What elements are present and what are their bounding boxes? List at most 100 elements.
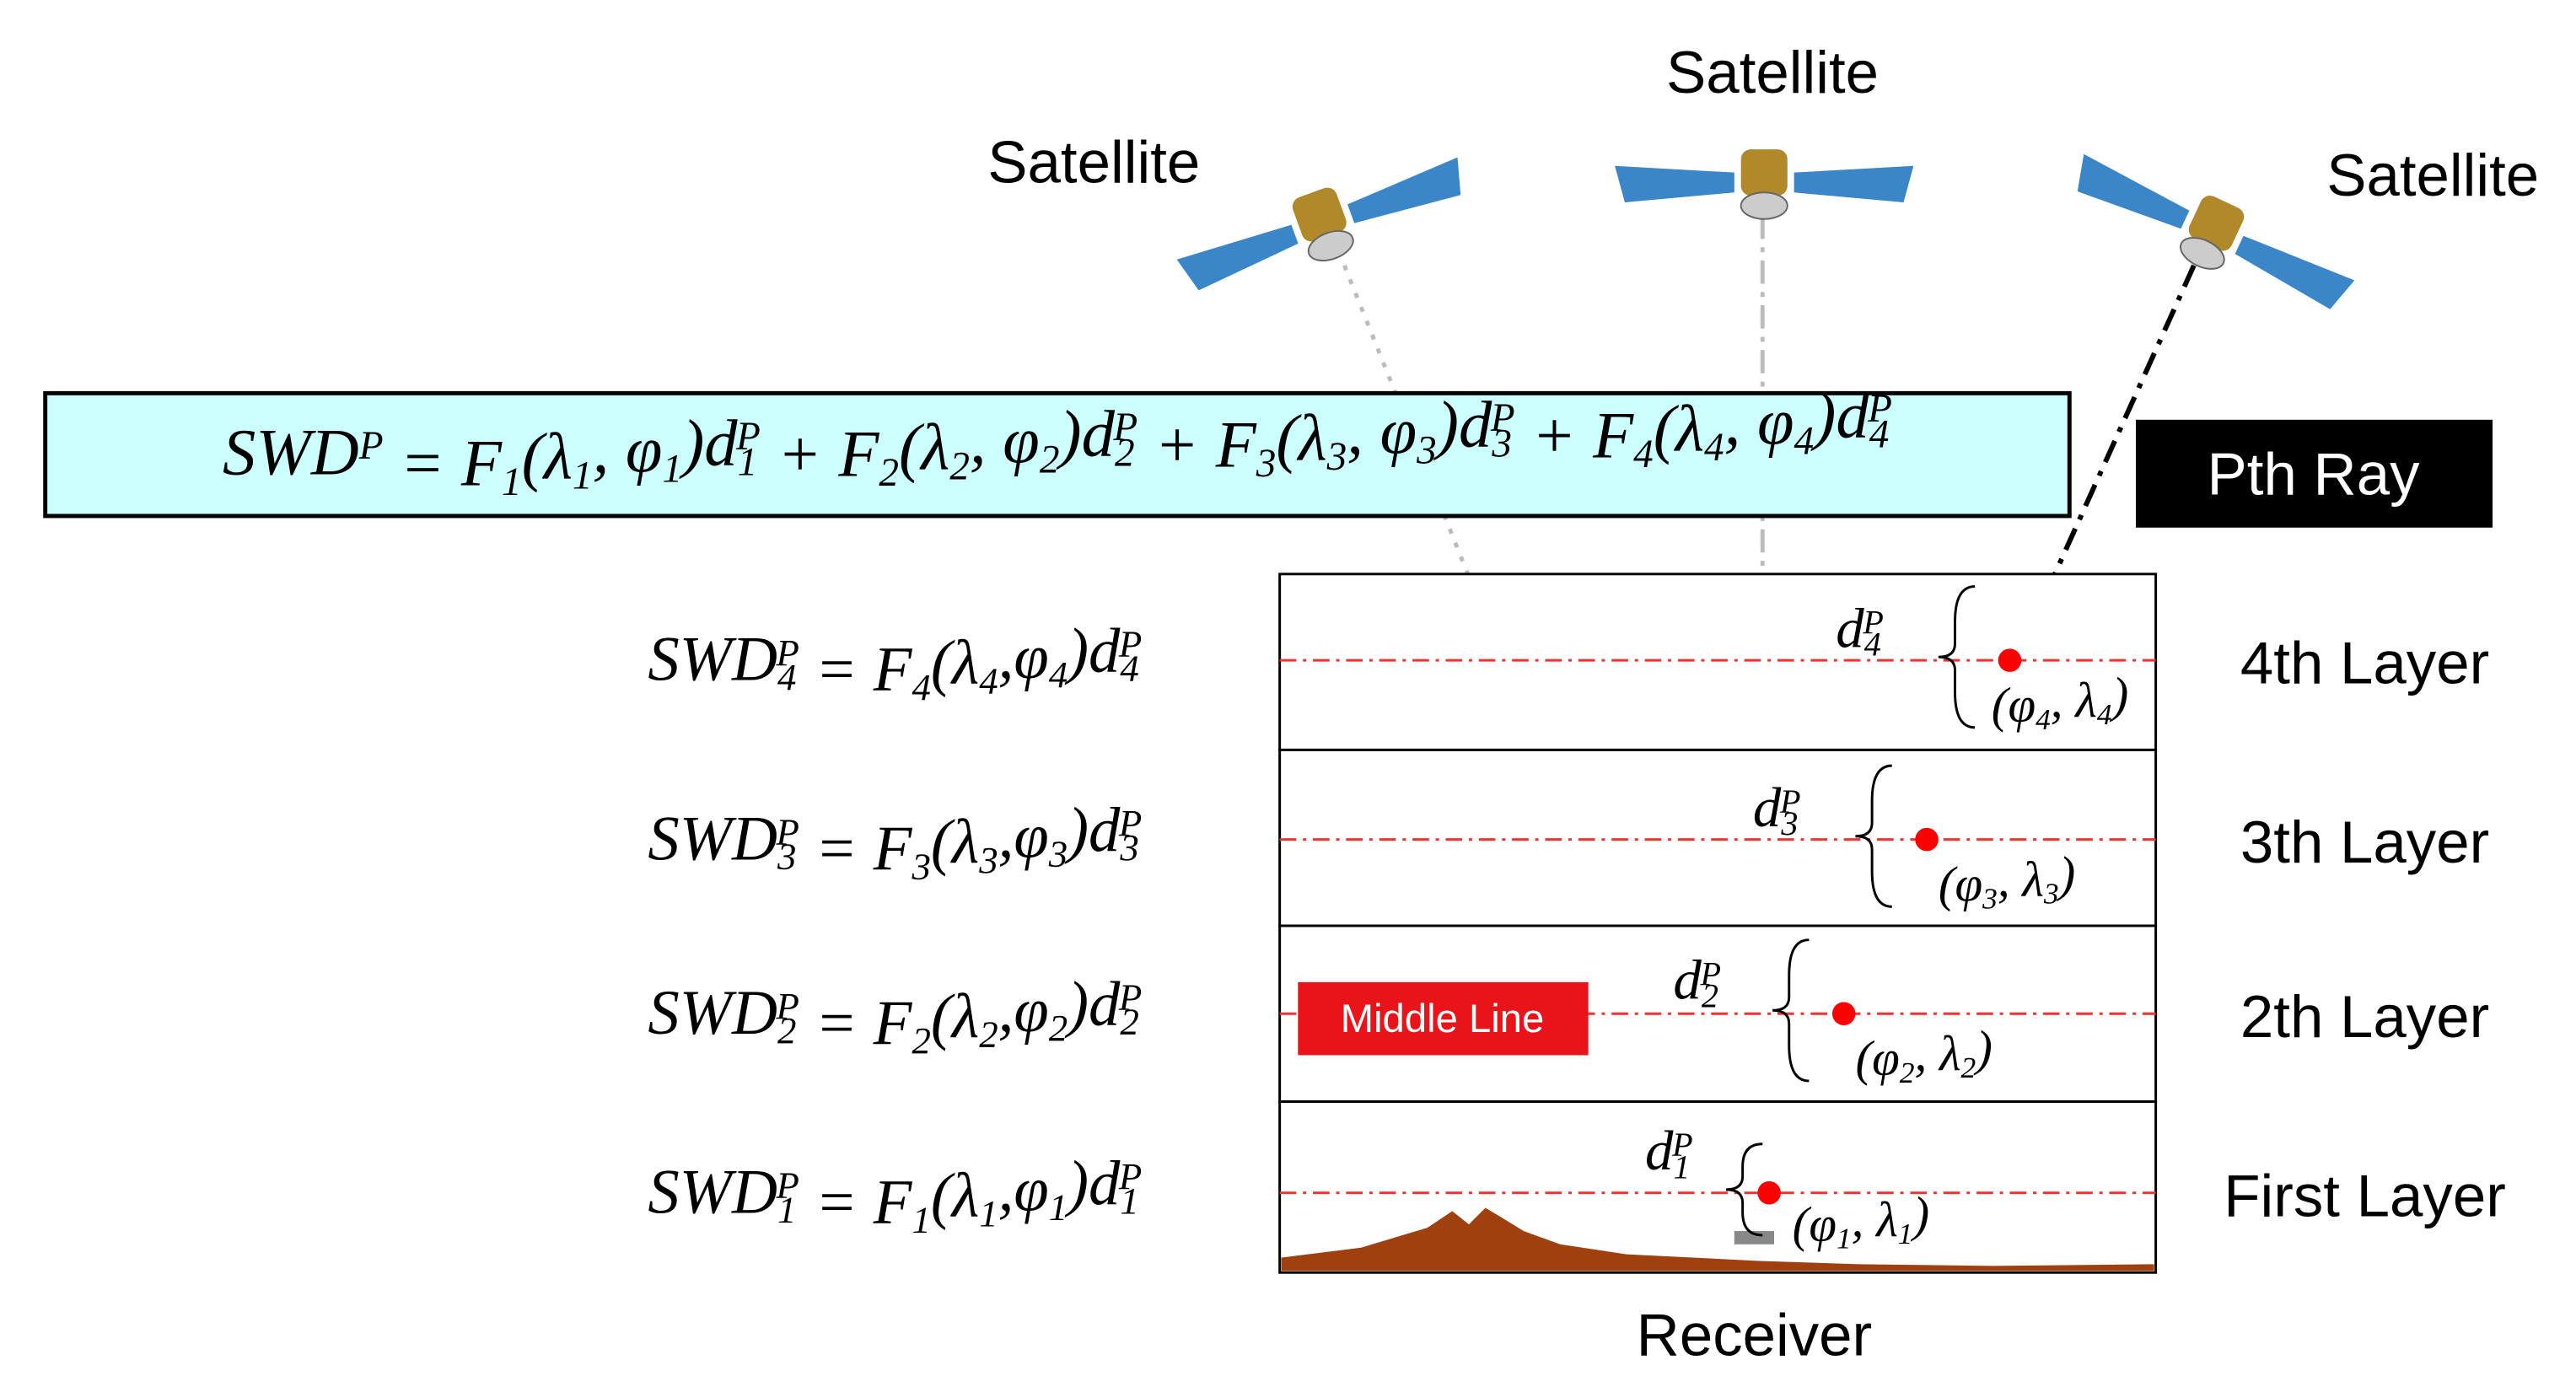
equation-part: )d bbox=[679, 407, 738, 481]
equation-part: P bbox=[1118, 1155, 1142, 1197]
equation-part: , φ bbox=[593, 414, 663, 487]
equation-part: = F bbox=[799, 988, 913, 1058]
equation-part: ) bbox=[2110, 667, 2129, 723]
satellite-body bbox=[1740, 149, 1788, 196]
middle-line-label: Middle Line bbox=[1341, 997, 1545, 1041]
equation-part: 3 bbox=[911, 845, 930, 887]
equation-part: 4 bbox=[2036, 702, 2051, 736]
equation-part: P bbox=[776, 985, 799, 1027]
equation-part: 1 bbox=[502, 460, 522, 504]
equation-part: 2 bbox=[1115, 432, 1135, 476]
equation-part: 4 bbox=[2097, 697, 2112, 731]
satellite-dish bbox=[1740, 191, 1788, 220]
equation-part: d bbox=[1645, 1120, 1674, 1182]
equation-part: (λ bbox=[931, 1161, 979, 1231]
equation-part: , λ bbox=[1852, 1191, 1898, 1247]
equation-part: P bbox=[1112, 406, 1137, 449]
equation-part: P bbox=[1671, 1126, 1693, 1164]
equation-part: (λ bbox=[1276, 401, 1326, 475]
receiver-label: Receiver bbox=[1637, 1303, 1872, 1369]
equation-part: )d bbox=[1064, 616, 1121, 685]
equation-part: 1 bbox=[573, 454, 593, 497]
equation-part: P bbox=[1490, 396, 1515, 440]
coordinate-label: (φ3, λ3) bbox=[1939, 847, 2075, 916]
layer-label: 3th Layer bbox=[2240, 809, 2489, 876]
terrain bbox=[1281, 1207, 2154, 1271]
pth-ray-label: Pth Ray bbox=[2208, 441, 2421, 508]
solar-panel bbox=[1794, 165, 1914, 203]
equation-part: P bbox=[776, 1164, 799, 1206]
equation-part: SWD bbox=[648, 804, 777, 874]
equation-part: ) bbox=[2057, 847, 2076, 902]
equation-part: 2 bbox=[1049, 1007, 1068, 1049]
equation-part: (φ bbox=[1793, 1196, 1837, 1252]
equation-part: , λ bbox=[1998, 852, 2044, 907]
equation-part: 1 bbox=[777, 1189, 796, 1231]
layer-equation: SWD4P = F4(λ4,φ4)d4P bbox=[648, 616, 1142, 708]
equation-part: )d bbox=[1064, 795, 1121, 865]
equation-part: P bbox=[1118, 976, 1142, 1018]
coordinate-label: (φ2, λ2) bbox=[1855, 1020, 1992, 1089]
equation-part: )d bbox=[1056, 398, 1115, 471]
equation-part: = F bbox=[384, 427, 503, 500]
equation-part: 2 bbox=[1702, 977, 1718, 1015]
equation-part: 2 bbox=[879, 451, 899, 495]
satellite-body bbox=[2188, 196, 2245, 251]
equation-part: + F bbox=[1137, 408, 1256, 481]
equation-part: 3 bbox=[1048, 832, 1068, 874]
equation-part: (λ bbox=[931, 628, 979, 698]
equation-part: 3 bbox=[1416, 428, 1437, 472]
layer-point bbox=[1757, 1181, 1781, 1205]
distance-label: d1P bbox=[1645, 1120, 1693, 1185]
equation-part: (λ bbox=[522, 420, 573, 493]
layer-cell bbox=[1278, 748, 2158, 927]
equation-part: + F bbox=[1515, 399, 1634, 472]
brace bbox=[1725, 1142, 1763, 1237]
equation-part: , φ bbox=[1724, 386, 1794, 460]
equation-part: 4 bbox=[1049, 653, 1068, 696]
equation-part: 1 bbox=[662, 447, 682, 491]
equation-part: d bbox=[1753, 777, 1782, 839]
satellite-label: Satellite bbox=[987, 129, 1200, 196]
equation-part: d bbox=[1836, 597, 1864, 659]
layer-point bbox=[1831, 1002, 1856, 1026]
equation-part: 1 bbox=[979, 1192, 998, 1234]
equation-part: 1 bbox=[912, 1199, 930, 1241]
equation-part: 3 bbox=[1119, 826, 1138, 868]
equation-part: (λ bbox=[931, 808, 979, 878]
equation-part: = F bbox=[799, 814, 913, 884]
satellite-icon bbox=[1615, 149, 1914, 220]
equation-part: 2 bbox=[1900, 1056, 1915, 1089]
equation-part: ) bbox=[1910, 1186, 1929, 1242]
equation-part: ,φ bbox=[998, 801, 1049, 871]
equation-part: P bbox=[776, 632, 799, 674]
equation-part: 4 bbox=[1864, 625, 1881, 663]
equation-part: ,φ bbox=[998, 976, 1049, 1046]
equation-part: (φ bbox=[1939, 856, 1982, 911]
equation-part: SWD bbox=[648, 1157, 777, 1227]
equation-part: P bbox=[1867, 387, 1892, 431]
equation-part: = F bbox=[799, 635, 913, 705]
equation-part: (φ bbox=[1992, 677, 2036, 733]
equation-part: P bbox=[1118, 802, 1142, 844]
equation-part: 3 bbox=[1982, 881, 1998, 915]
solar-panel bbox=[1176, 224, 1299, 291]
equation-part: 4 bbox=[1794, 419, 1815, 463]
equation-part: 2 bbox=[777, 1009, 796, 1051]
satellite-icon bbox=[1176, 157, 1461, 291]
coordinate-label: (φ4, λ4) bbox=[1992, 667, 2128, 736]
coordinate-label: (φ1, λ1) bbox=[1793, 1186, 1929, 1255]
layer-point bbox=[1915, 827, 1939, 852]
equation-part: , λ bbox=[2051, 672, 2097, 728]
equation-part: 3 bbox=[777, 835, 796, 877]
equation-part: P bbox=[1700, 955, 1722, 993]
layer-label: 2th Layer bbox=[2240, 984, 2489, 1051]
equation-part: SWD bbox=[223, 417, 359, 490]
equation-part: 2 bbox=[979, 1013, 998, 1056]
equation-part: 3 bbox=[1256, 442, 1277, 486]
equation-part: 3 bbox=[1491, 422, 1512, 466]
equation-part: , φ bbox=[1347, 395, 1417, 469]
equation-part: )d bbox=[1064, 1148, 1121, 1218]
equation-part: ,φ bbox=[998, 622, 1049, 692]
